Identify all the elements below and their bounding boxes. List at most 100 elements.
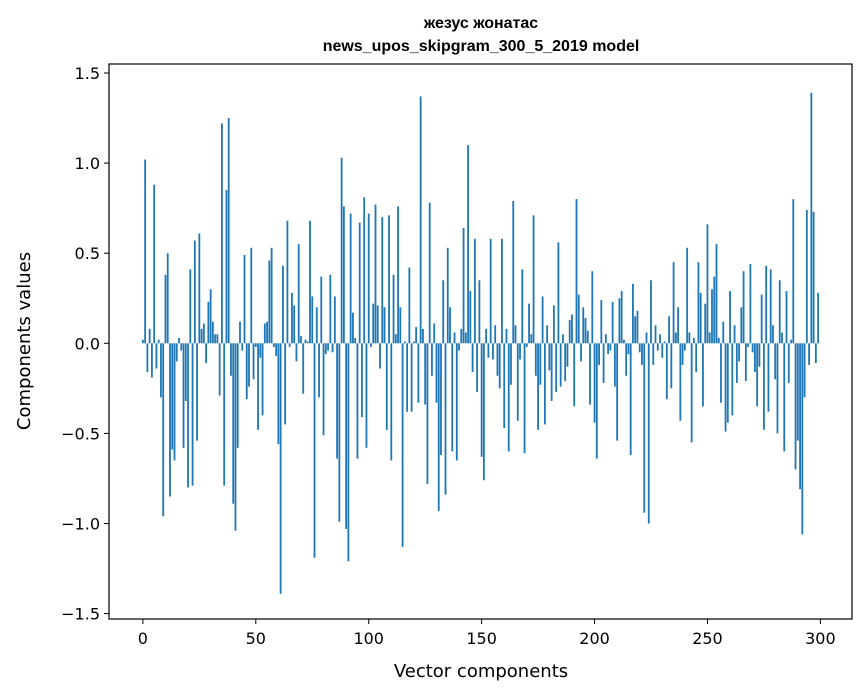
bar [528, 303, 530, 344]
bar [171, 343, 174, 450]
bar [656, 343, 659, 351]
bar [259, 343, 262, 358]
bar [724, 343, 727, 432]
bar [742, 271, 745, 344]
bar [205, 343, 208, 364]
bar [180, 343, 183, 351]
bar [363, 197, 366, 344]
bar [760, 294, 763, 344]
bar [257, 343, 259, 430]
bar [218, 343, 221, 396]
bar [702, 343, 704, 407]
bar [638, 343, 641, 353]
bar [184, 343, 187, 401]
bar [196, 343, 198, 441]
x-tick-label: 100 [353, 629, 384, 648]
bar [794, 343, 797, 470]
bar [744, 343, 747, 382]
y-tick-label: 0.0 [75, 334, 100, 353]
bar [769, 269, 772, 344]
x-axis-label: Vector components [394, 661, 568, 682]
bar [792, 199, 795, 344]
bar [370, 343, 372, 347]
bar [374, 204, 377, 344]
bar [799, 343, 801, 490]
bar [347, 343, 350, 562]
bar [575, 199, 578, 344]
bar [476, 343, 479, 392]
bar [284, 343, 287, 425]
bar [781, 332, 783, 344]
bar [602, 343, 605, 383]
bar [394, 334, 397, 344]
bar [566, 343, 569, 367]
bar [492, 343, 494, 360]
bar [340, 157, 343, 344]
bar [530, 334, 533, 344]
bar [577, 294, 580, 344]
bar [525, 343, 528, 347]
bar [223, 343, 226, 486]
bar [191, 343, 194, 486]
bar [805, 209, 808, 344]
bar [189, 269, 192, 344]
bar [153, 184, 156, 344]
bar [683, 343, 686, 351]
bar [674, 332, 677, 344]
bar [331, 343, 334, 353]
bar [160, 343, 162, 398]
bar [243, 255, 246, 344]
bar [385, 343, 388, 430]
bar [778, 280, 781, 344]
y-tick-label: 0.5 [75, 244, 100, 263]
bar [609, 343, 612, 351]
bar [288, 343, 291, 347]
bar [679, 343, 682, 421]
bar [464, 332, 467, 344]
bar [446, 247, 449, 344]
bar [406, 343, 409, 412]
bar [162, 343, 165, 517]
bar [568, 319, 571, 344]
bar [573, 343, 576, 407]
bar [401, 343, 404, 547]
bar [720, 343, 722, 403]
bar [304, 339, 307, 344]
bar [496, 343, 499, 376]
bar [295, 343, 298, 362]
bar [381, 217, 384, 344]
bar [555, 343, 558, 392]
bar [498, 343, 501, 389]
bar [342, 206, 345, 344]
y-tick-label: −0.5 [61, 424, 100, 443]
bar [444, 343, 447, 495]
bar [227, 118, 230, 344]
bar [419, 96, 422, 344]
bar [711, 289, 713, 344]
chart-title: жезус жонатас [423, 15, 538, 32]
bar [539, 343, 542, 385]
bar [268, 260, 271, 344]
bar [462, 227, 465, 344]
bar [455, 343, 458, 461]
bar [731, 343, 734, 416]
bar [178, 337, 180, 344]
bar [175, 343, 178, 362]
bar [469, 291, 472, 344]
bar [643, 343, 646, 513]
bar [668, 316, 670, 344]
bar [584, 318, 587, 344]
bar [519, 343, 521, 360]
bar [629, 343, 632, 456]
bar [397, 206, 399, 344]
bar [146, 343, 149, 373]
bar [157, 339, 160, 344]
bar [415, 327, 418, 344]
bar [442, 280, 445, 344]
bar [512, 200, 515, 344]
bar [471, 343, 474, 373]
bar [431, 343, 433, 376]
bar [699, 292, 702, 344]
bar [672, 262, 675, 344]
